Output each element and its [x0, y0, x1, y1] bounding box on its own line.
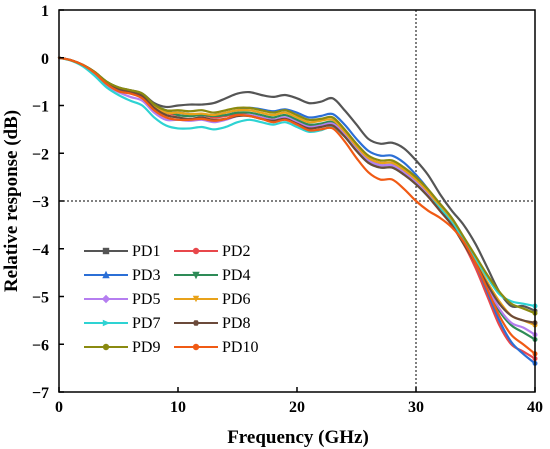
y-tick-label: 1 [41, 3, 49, 20]
legend-item-pd9: PD9 [84, 339, 160, 356]
legend-item-pd1: PD1 [84, 243, 160, 260]
y-tick-label: −4 [32, 242, 49, 259]
y-tick-label: −5 [32, 290, 49, 307]
series-line-pd7 [57, 56, 537, 308]
y-tick-label: 0 [41, 51, 49, 68]
legend-item-pd10: PD10 [174, 339, 258, 356]
legend-label: PD9 [132, 339, 160, 356]
x-tick-label: 20 [289, 399, 305, 416]
y-tick-label: −1 [32, 99, 49, 116]
x-tick-label: 30 [408, 399, 424, 416]
legend-marker [192, 271, 200, 280]
legend-marker [192, 247, 200, 255]
legend-marker [102, 247, 110, 255]
legend-item-pd5: PD5 [84, 291, 160, 308]
legend-label: PD3 [132, 267, 160, 284]
legend-marker [102, 319, 111, 327]
legend-marker [192, 295, 200, 303]
series-layer [57, 56, 538, 366]
y-axis-title: Relative response (dB) [1, 110, 22, 292]
legend-label: PD4 [222, 267, 250, 284]
legend-label: PD1 [132, 243, 160, 260]
legend-item-pd2: PD2 [174, 243, 250, 260]
legend-label: PD7 [132, 315, 160, 332]
legend-item-pd3: PD3 [84, 267, 160, 284]
legend-marker [101, 294, 111, 304]
legend-item-pd8: PD8 [174, 315, 250, 332]
reference-lines [59, 10, 535, 392]
y-tick-label: −3 [32, 194, 49, 211]
legend-marker [102, 270, 110, 279]
x-tick-label: 10 [170, 399, 186, 416]
legend-item-pd7: PD7 [84, 315, 160, 332]
y-tick-label: −7 [32, 385, 49, 402]
legend-label: PD5 [132, 291, 160, 308]
legend-label: PD8 [222, 315, 250, 332]
legend-marker [192, 320, 200, 326]
legend-label: PD6 [222, 291, 250, 308]
series-line-pd9 [57, 56, 537, 315]
legend-item-pd4: PD4 [174, 267, 250, 284]
legend-item-pd6: PD6 [174, 291, 250, 308]
x-tick-label: 0 [55, 399, 63, 416]
legend-label: PD10 [222, 339, 258, 356]
x-tick-label: 40 [527, 399, 543, 416]
y-tick-label: −6 [32, 337, 49, 354]
legend-marker [102, 343, 110, 351]
y-tick-label: −2 [32, 146, 49, 163]
x-axis-title: Frequency (GHz) [227, 427, 369, 448]
legend-label: PD2 [222, 243, 250, 260]
series-line-pd10 [57, 56, 537, 355]
legend: PD1 PD2 PD3 PD4 PD5 PD6 PD7 PD8 PD9 PD10 [84, 243, 258, 356]
legend-marker [192, 343, 200, 351]
